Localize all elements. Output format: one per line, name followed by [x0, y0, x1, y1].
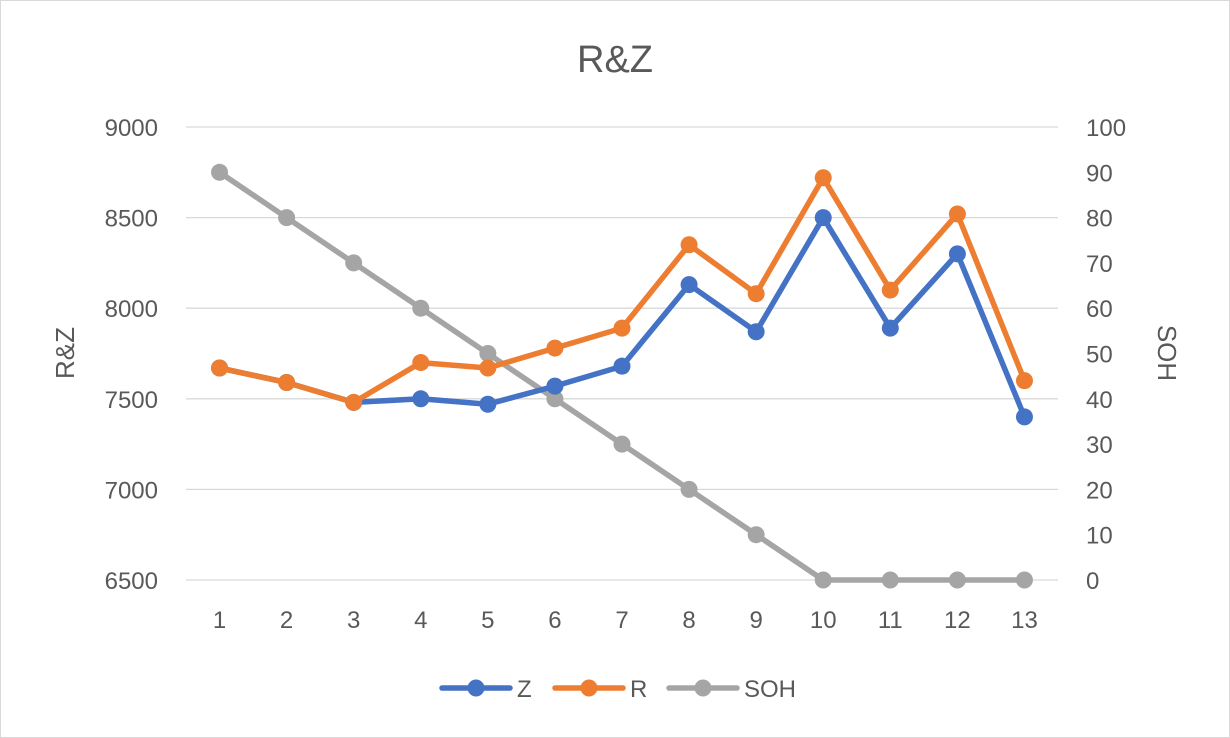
legend-item-z: Z: [439, 676, 532, 703]
data-point-z: [948, 245, 966, 263]
x-tick-label: 12: [944, 607, 971, 634]
legend-item-r: R: [552, 676, 647, 703]
legend-item-soh: SOH: [666, 676, 796, 703]
data-point-soh: [613, 435, 631, 453]
gridlines: [186, 126, 1058, 581]
data-point-r: [613, 319, 631, 337]
data-point-r: [680, 236, 698, 254]
left-tick-label: 8000: [105, 296, 158, 323]
data-point-soh: [546, 390, 564, 408]
right-tick-label: 50: [1086, 342, 1113, 369]
series-r: [211, 169, 1033, 411]
right-tick-label: 40: [1086, 387, 1113, 414]
data-point-soh: [412, 299, 430, 317]
legend-label: SOH: [744, 676, 796, 703]
left-tick-label: 7500: [105, 387, 158, 414]
x-tick-label: 9: [749, 607, 762, 634]
data-point-r: [948, 205, 966, 223]
series-layer: [211, 163, 1033, 589]
right-axis-title: SOH: [1152, 325, 1182, 381]
right-tick-label: 90: [1086, 160, 1113, 187]
right-tick-label: 30: [1086, 432, 1113, 459]
x-tick-label: 10: [810, 607, 837, 634]
right-tick-label: 80: [1086, 206, 1113, 233]
x-tick-label: 11: [878, 607, 903, 634]
data-point-z: [479, 395, 497, 413]
left-axis-ticks: 6500 7000 7500 8000 8500 9000: [105, 115, 158, 595]
legend-swatch-marker: [467, 679, 485, 697]
data-point-r: [479, 359, 497, 377]
data-point-r: [211, 359, 229, 377]
data-point-r: [412, 354, 430, 372]
data-point-z: [814, 209, 832, 227]
data-point-z: [546, 377, 564, 395]
series-z: [211, 209, 1033, 426]
data-point-soh: [479, 345, 497, 362]
legend-swatch-marker: [580, 679, 598, 697]
x-tick-label: 2: [280, 607, 293, 634]
right-tick-label: 20: [1086, 477, 1113, 504]
legend: Z R SOH: [439, 676, 796, 703]
data-point-r: [747, 285, 765, 303]
legend-label: Z: [517, 676, 532, 703]
data-point-z: [1015, 408, 1033, 426]
data-point-r: [881, 281, 899, 299]
left-tick-label: 9000: [105, 115, 158, 142]
data-point-soh: [211, 163, 229, 181]
right-tick-label: 70: [1086, 251, 1113, 278]
data-point-r: [1015, 372, 1033, 390]
x-tick-label: 3: [347, 607, 360, 634]
x-tick-label: 5: [481, 607, 494, 634]
data-point-z: [881, 319, 899, 337]
left-axis-title: R&Z: [50, 327, 80, 379]
right-tick-label: 60: [1086, 296, 1113, 323]
data-point-r: [345, 393, 363, 411]
series-line-z: [216, 214, 1028, 420]
x-tick-label: 13: [1011, 607, 1038, 634]
data-point-soh: [881, 571, 899, 589]
left-tick-label: 6500: [105, 568, 158, 595]
x-tick-label: 4: [414, 607, 427, 634]
right-tick-label: 0: [1086, 568, 1099, 595]
x-tick-label: 1: [213, 607, 226, 634]
data-point-soh: [948, 571, 966, 589]
series-soh: [211, 163, 1033, 589]
data-point-r: [546, 339, 564, 357]
left-tick-label: 7000: [105, 477, 158, 504]
data-point-soh: [345, 254, 363, 272]
x-tick-label: 8: [682, 607, 695, 634]
data-point-soh: [747, 526, 765, 544]
left-tick-label: 8500: [105, 206, 158, 233]
legend-swatch-marker: [694, 679, 712, 697]
chart-title: R&Z: [577, 39, 653, 81]
data-point-soh: [814, 571, 832, 589]
data-point-soh: [680, 480, 698, 498]
series-line-soh: [216, 169, 1028, 583]
data-point-r: [278, 373, 296, 391]
x-axis-ticks: 1 2 3 4 5 6 7 8 9 10 11 12 13: [213, 607, 1038, 634]
right-tick-label: 10: [1086, 523, 1113, 550]
data-point-soh: [278, 209, 296, 227]
x-tick-label: 6: [548, 607, 561, 634]
data-point-z: [613, 357, 631, 375]
right-tick-label: 100: [1086, 115, 1126, 142]
data-point-z: [412, 390, 430, 408]
right-axis-ticks: 0 10 20 30 40 50 60 70 80 90 100: [1086, 115, 1126, 595]
data-point-z: [680, 276, 698, 294]
x-tick-label: 7: [615, 607, 628, 634]
legend-label: R: [630, 676, 647, 703]
data-point-r: [814, 169, 832, 187]
data-point-soh: [1015, 571, 1033, 589]
data-point-z: [747, 323, 765, 341]
